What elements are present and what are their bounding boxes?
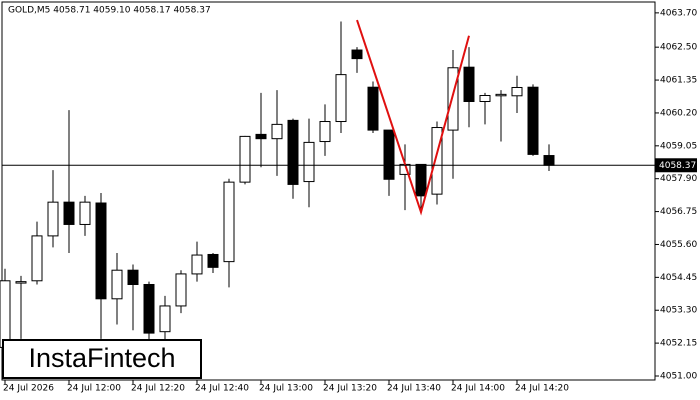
- candle-body: [47, 201, 59, 237]
- x-tick-label: 24 Jul 13:40: [387, 384, 441, 394]
- candle-body: [527, 86, 539, 155]
- candle-body: [63, 201, 75, 225]
- x-tick-label: 24 Jul 14:20: [515, 384, 569, 394]
- x-tick-label: 24 Jul 12:00: [67, 384, 121, 394]
- candle-body: [127, 269, 139, 285]
- y-tick-label: 4057.90: [660, 174, 697, 184]
- x-tick-label: 24 Jul 14:00: [451, 384, 505, 394]
- y-tick-label: 4053.30: [660, 306, 697, 316]
- candle-body: [239, 135, 251, 183]
- chart-title: GOLD,M5 4058.71 4059.10 4058.17 4058.37: [8, 6, 211, 16]
- candle-body: [15, 281, 27, 284]
- x-tick-label: 24 Jul 2026: [3, 384, 54, 394]
- candle-body: [415, 163, 427, 197]
- y-tick-label: 4061.35: [660, 76, 697, 86]
- x-tick-label: 24 Jul 13:20: [323, 384, 377, 394]
- candle-body: [175, 273, 187, 307]
- candle-body: [319, 121, 331, 143]
- candle-body: [511, 86, 523, 97]
- candle-body: [271, 123, 283, 140]
- candle-body: [0, 280, 11, 348]
- x-tick-label: 24 Jul 13:00: [259, 384, 313, 394]
- candle-body: [303, 141, 315, 183]
- y-tick-label: 4060.20: [660, 108, 697, 118]
- y-tick-label: 4059.05: [660, 141, 697, 151]
- watermark: InstaFintech: [28, 343, 175, 373]
- candle-body: [463, 66, 475, 103]
- candle-body: [335, 74, 347, 123]
- y-tick-label: 4054.45: [660, 273, 697, 283]
- candle-body: [95, 202, 107, 300]
- candle-body: [479, 94, 491, 103]
- candle-body: [351, 49, 363, 60]
- pattern-line: [356, 19, 470, 216]
- x-tick-label: 24 Jul 12:40: [195, 384, 249, 394]
- candle-body: [383, 129, 395, 180]
- y-tick-label: 4051.00: [660, 371, 697, 381]
- y-tick-label: 4055.60: [660, 240, 697, 250]
- candle-body: [31, 235, 43, 282]
- candle-body: [191, 254, 203, 275]
- y-tick-label: 4056.75: [660, 207, 697, 217]
- candle-body: [287, 119, 299, 185]
- candle-body: [111, 269, 123, 300]
- candle-body: [495, 93, 507, 97]
- y-tick-label: 4063.70: [660, 8, 697, 18]
- y-tick-label: 4062.50: [660, 43, 697, 53]
- y-tick-label: 4052.15: [660, 339, 697, 349]
- candle-body: [159, 305, 171, 333]
- candle-body: [223, 181, 235, 263]
- candle-body: [255, 133, 267, 140]
- candle-body: [207, 253, 219, 268]
- last-price-box: [655, 158, 697, 173]
- x-tick-label: 24 Jul 12:20: [131, 384, 185, 394]
- last-price-label: 4058.37: [659, 161, 696, 171]
- candle-body: [431, 127, 443, 195]
- candle-body: [143, 283, 155, 334]
- candle-body: [79, 201, 91, 225]
- plot-frame: [1, 1, 656, 381]
- candle-body: [447, 67, 459, 131]
- watermark-box: [2, 339, 202, 379]
- candle-body: [367, 86, 379, 131]
- candle-body: [543, 155, 555, 166]
